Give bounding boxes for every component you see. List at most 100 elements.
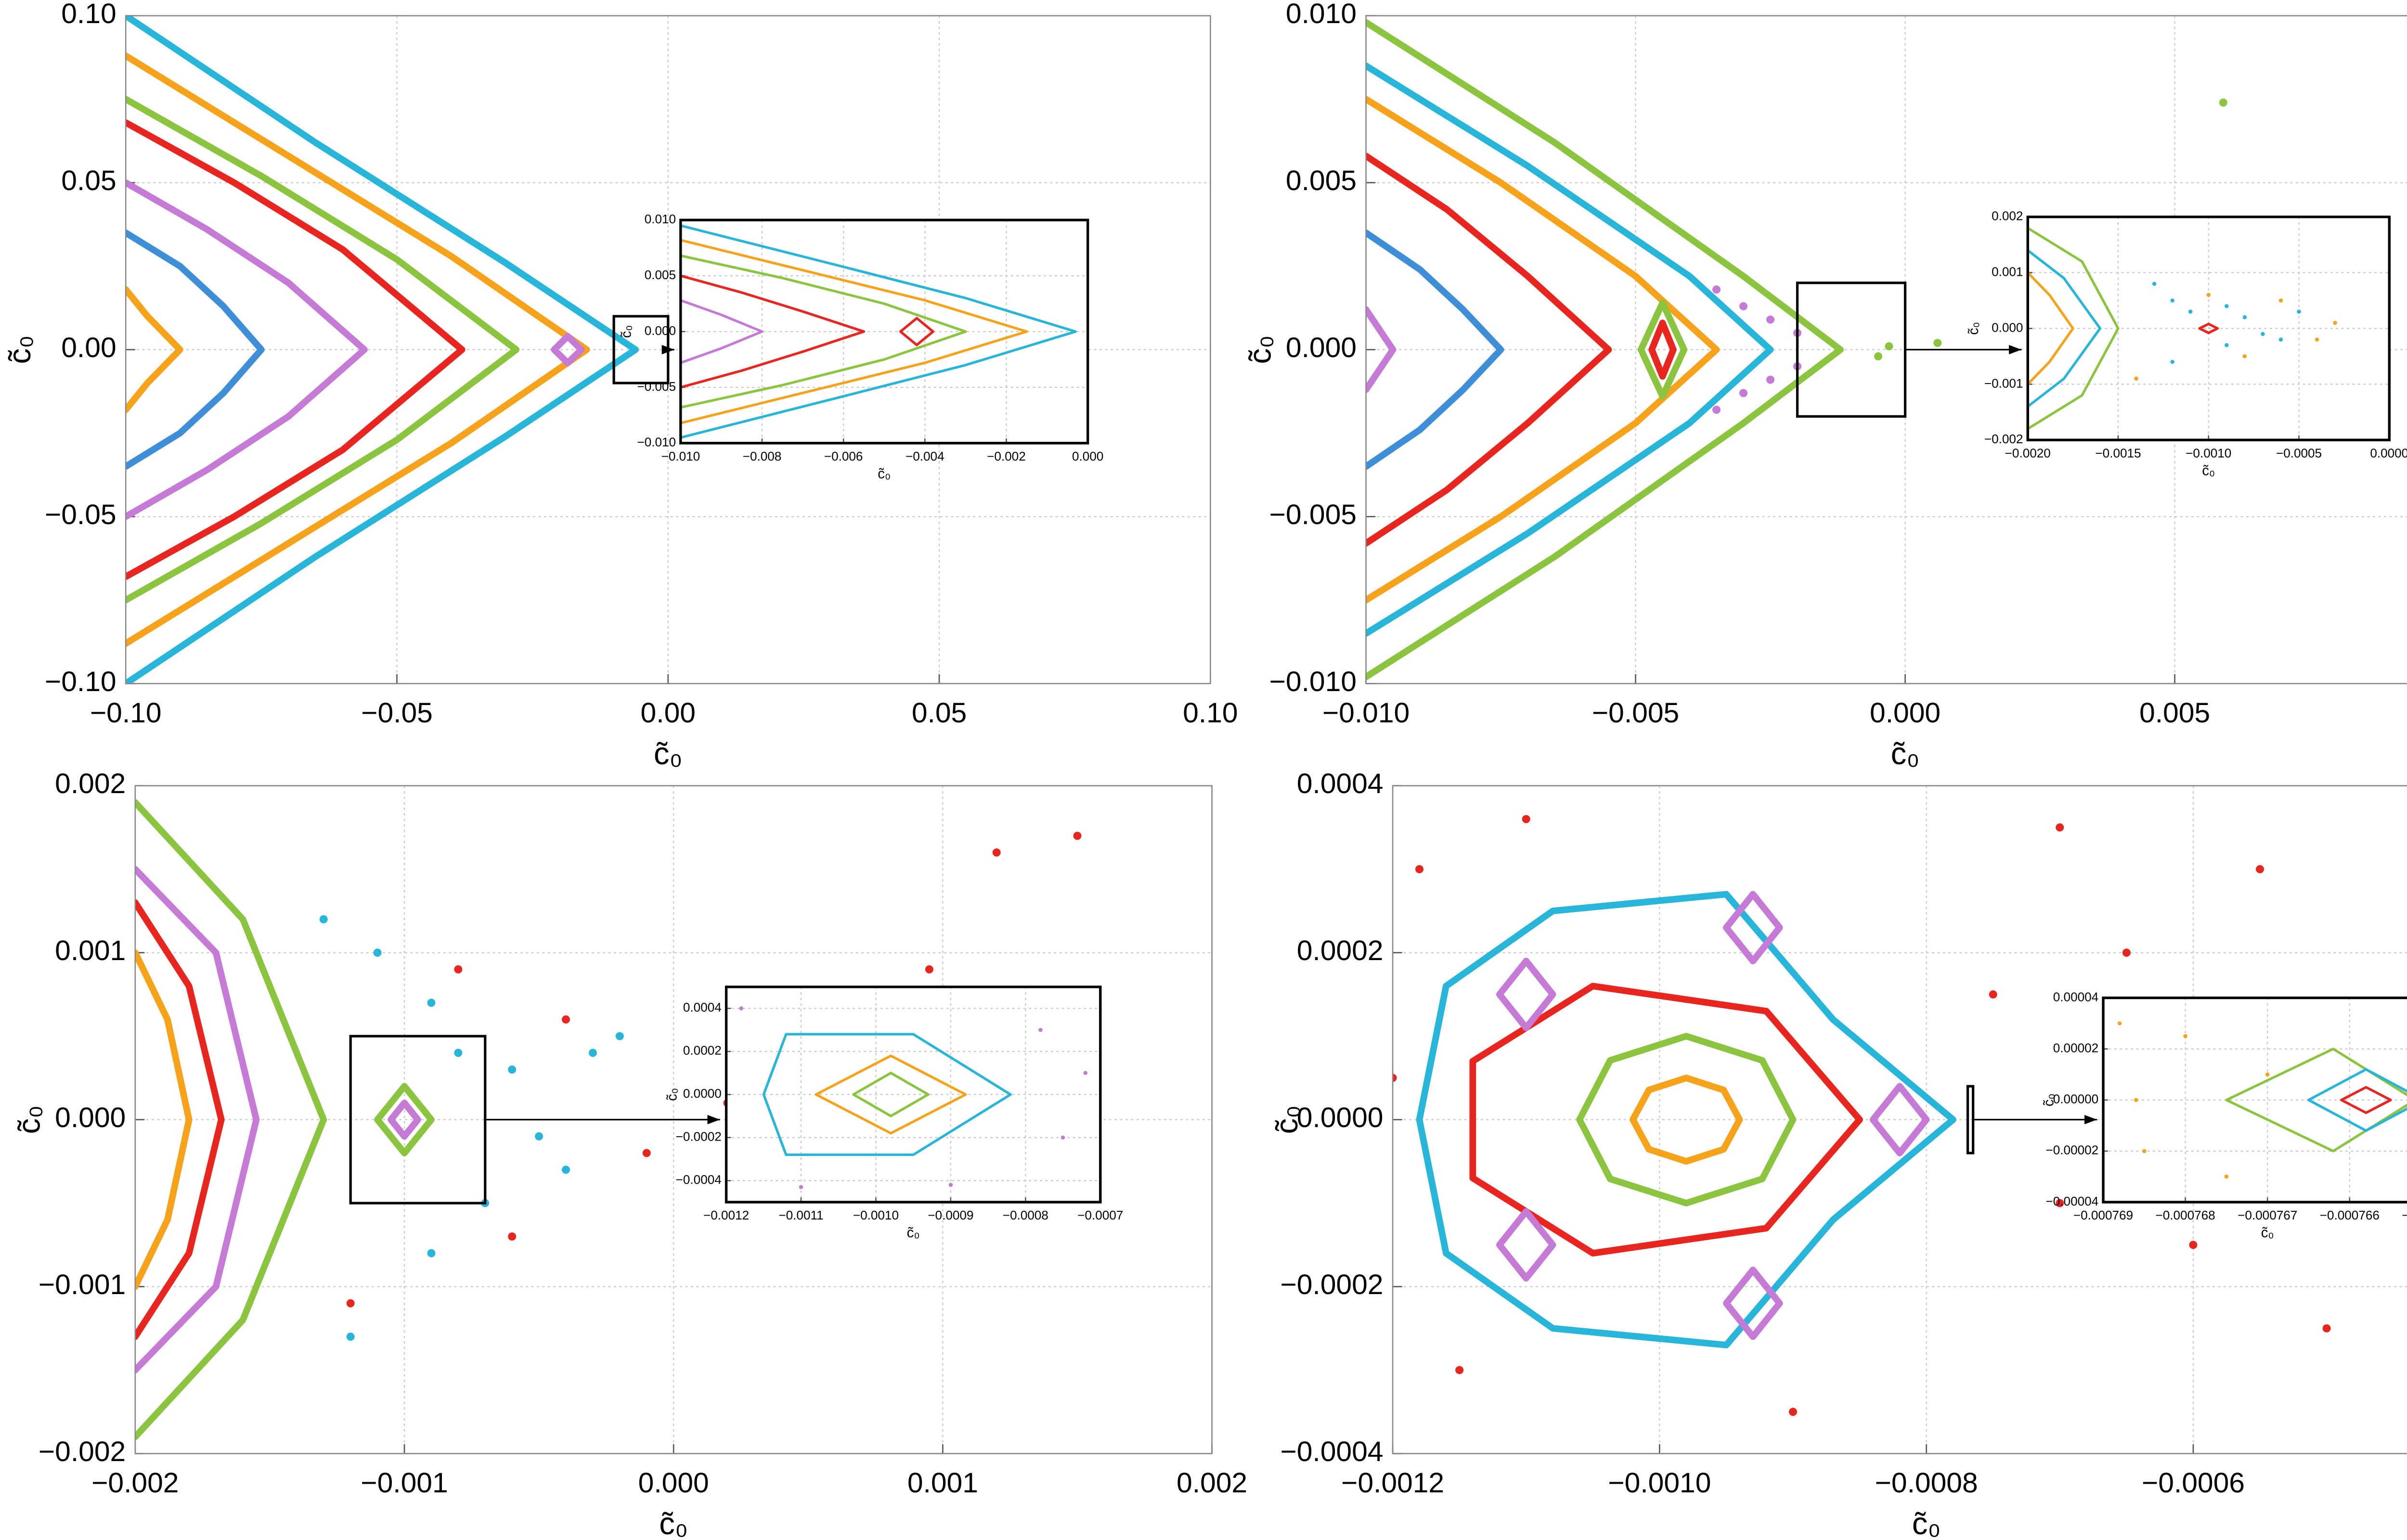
x-tick-label: −0.0005 xyxy=(2276,446,2322,461)
orbit-point xyxy=(2206,293,2211,297)
orbit-curve xyxy=(2307,1068,2407,1132)
orbit-point xyxy=(1989,990,1997,999)
plot-frame xyxy=(725,986,1102,1204)
orbit-point xyxy=(2242,315,2247,320)
orbit-point xyxy=(2225,343,2229,347)
orbit-point xyxy=(562,1166,570,1174)
x-tick-label: −0.0010 xyxy=(1608,1467,1711,1499)
y-tick-label: 0.05 xyxy=(61,165,116,196)
y-tick-label: 0.000 xyxy=(645,323,676,338)
inset-chart: −0.010 −0.008 −0.006 −0.004 −0.002 0.000 −0.01… xyxy=(619,212,1104,482)
y-tick-label: 0.0000 xyxy=(1297,1102,1384,1133)
y-tick-label: 0.005 xyxy=(1286,165,1357,196)
orbit-curve xyxy=(1496,1208,1556,1282)
orbit-curve xyxy=(899,317,934,346)
orbit-point xyxy=(2152,282,2157,286)
y-tick-label: −0.010 xyxy=(1269,666,1357,697)
x-tick-label: −0.000769 xyxy=(2073,1208,2133,1222)
orbit-point xyxy=(2265,1072,2270,1077)
orbit-point xyxy=(1061,1135,1065,1140)
y-tick-label: 0.10 xyxy=(61,0,116,29)
orbit-curve xyxy=(2340,1086,2392,1114)
plot-frame xyxy=(134,785,1213,1454)
main-chart: −0.0012 −0.0010 −0.0008 −0.0006 −0.0004 −0.00… xyxy=(1269,768,2407,1540)
orbit-curve xyxy=(1366,19,1844,680)
y-tick-label: −0.002 xyxy=(39,1436,126,1467)
orbit-curve xyxy=(2028,271,2074,385)
y-tick-label: 0.0002 xyxy=(1297,935,1384,966)
x-tick-label: −0.0020 xyxy=(2005,446,2051,461)
orbit-point xyxy=(2315,337,2319,342)
orbit-point xyxy=(948,1182,953,1187)
y-tick-label: −0.0002 xyxy=(676,1129,722,1144)
orbit-curve xyxy=(1648,320,1677,380)
orbit-point xyxy=(2189,1241,2198,1249)
y-tick-label: −0.005 xyxy=(1269,499,1357,530)
plot-frame xyxy=(2026,216,2391,441)
y-tick-label: 0.001 xyxy=(55,935,126,966)
x-tick-label: 0.05 xyxy=(912,697,967,729)
orbit-point xyxy=(319,915,328,924)
orbit-curve xyxy=(1496,958,1556,1031)
orbit-curve xyxy=(135,799,327,1440)
orbit-point xyxy=(2122,949,2131,957)
y-tick-label: −0.002 xyxy=(1984,432,2023,446)
orbit-point xyxy=(2188,309,2193,314)
orbit-curve xyxy=(126,229,265,470)
orbit-point xyxy=(1712,405,1721,414)
x-tick-label: −0.0006 xyxy=(2142,1467,2245,1499)
y-tick-label: 0.00002 xyxy=(2053,1040,2098,1055)
plot-frame xyxy=(125,15,1211,684)
x-axis-label: c̃₀ xyxy=(907,1225,920,1241)
orbit-point xyxy=(508,1065,517,1074)
x-tick-label: −0.002 xyxy=(987,449,1026,463)
orbit-point xyxy=(2142,1149,2147,1154)
x-tick-label: −0.002 xyxy=(91,1467,179,1499)
y-tick-label: 0.0002 xyxy=(683,1043,722,1058)
orbit-point xyxy=(1766,315,1775,324)
orbit-curve xyxy=(135,949,193,1290)
y-axis-label: c̃₀ xyxy=(664,1088,680,1101)
orbit-point xyxy=(2297,309,2301,314)
y-tick-label: −0.0004 xyxy=(676,1172,722,1187)
x-tick-label: −0.000765 xyxy=(2402,1208,2407,1222)
orbit-point xyxy=(1789,1408,1797,1416)
orbit-curve xyxy=(1416,891,1956,1348)
orbit-point xyxy=(2134,1098,2138,1102)
plot-frame xyxy=(1365,15,2407,684)
x-tick-label: −0.0007 xyxy=(1077,1208,1123,1222)
orbit-point xyxy=(2170,298,2174,303)
main-chart: −0.10 −0.05 0.00 0.05 0.10 −0.10 −0.05 0.00 0.05… xyxy=(2,0,1238,771)
plot-area xyxy=(1366,19,2227,680)
orbit-point xyxy=(454,1049,463,1057)
orbit-curve xyxy=(852,1071,930,1117)
x-tick-label: −0.0010 xyxy=(2186,446,2231,461)
y-tick-label: 0.005 xyxy=(645,268,676,282)
orbit-point xyxy=(992,848,1001,857)
orbit-point xyxy=(1885,342,1893,351)
orbit-point xyxy=(2278,337,2283,342)
x-axis-label: c̃₀ xyxy=(1891,736,1920,771)
x-tick-label: −0.0015 xyxy=(2095,446,2141,461)
orbit-point xyxy=(1712,285,1721,294)
orbit-point xyxy=(2322,1324,2331,1333)
orbit-curve xyxy=(126,15,639,684)
orbit-curve xyxy=(126,286,183,413)
x-tick-label: 0.001 xyxy=(907,1467,978,1499)
x-tick-label: 0.005 xyxy=(2139,697,2210,729)
plot-frame xyxy=(2102,996,2407,1204)
orbit-point xyxy=(2261,332,2265,336)
orbit-curve xyxy=(1366,96,1720,603)
y-tick-label: 0.0004 xyxy=(683,1000,722,1014)
plot-frame xyxy=(1392,785,2407,1454)
orbit-point xyxy=(739,1006,743,1011)
orbit-curve xyxy=(1576,1033,1797,1206)
plot-area xyxy=(739,1006,1087,1189)
orbit-point xyxy=(1739,389,1748,398)
x-tick-label: −0.005 xyxy=(1592,697,1679,729)
orbit-curve xyxy=(2225,1047,2407,1153)
orbit-point xyxy=(1393,1074,1397,1082)
x-axis-label: c̃₀ xyxy=(659,1506,688,1540)
x-tick-label: 0.00 xyxy=(641,697,696,729)
